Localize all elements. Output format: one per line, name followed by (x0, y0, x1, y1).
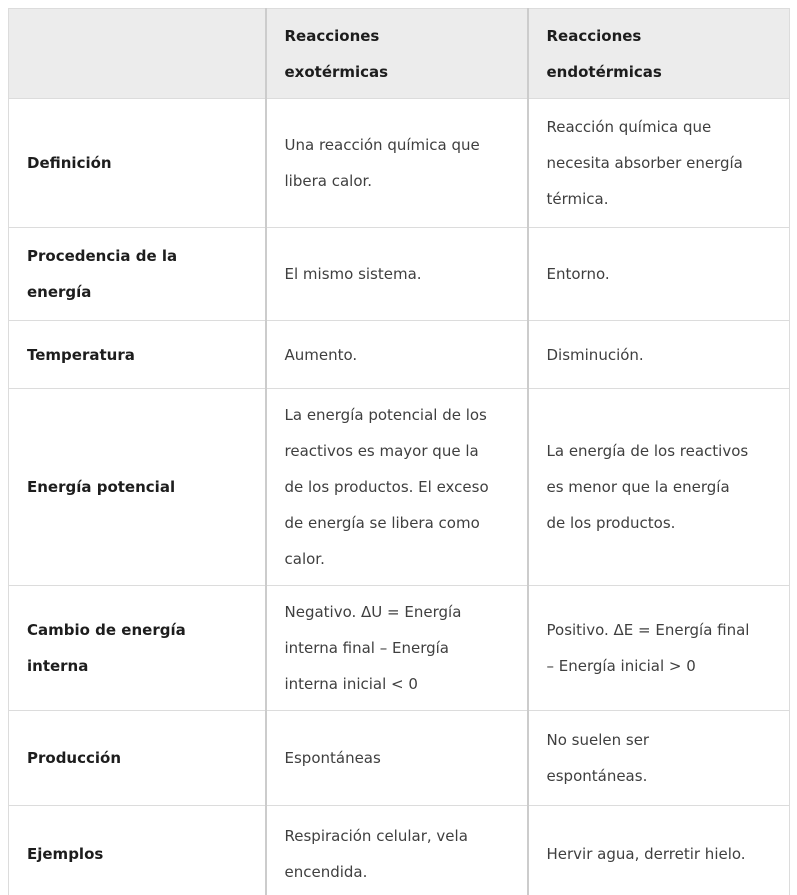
exo-cell: Aumento. (264, 320, 529, 389)
row-label: Ejemplos (27, 844, 104, 863)
table-row-temperatura: Temperatura Aumento. Disminución. (8, 320, 790, 389)
column-header-label: Reacciones exotérmicas (284, 26, 389, 81)
row-label-cell: Cambio de energía interna (8, 585, 267, 711)
exo-cell: La energía potencial de los reactivos es… (264, 388, 529, 586)
row-label-cell: Ejemplos (8, 805, 267, 895)
table-row-cambio-energia-interna: Cambio de energía interna Negativo. ΔU =… (8, 585, 790, 711)
row-label: Temperatura (27, 345, 135, 364)
table-row-definicion: Definición Una reacción química que libe… (8, 98, 790, 228)
cell-text: Hervir agua, derretir hielo. (546, 844, 746, 863)
row-label-cell: Energía potencial (8, 388, 267, 586)
corner-cell (8, 8, 267, 99)
row-label-cell: Temperatura (8, 320, 267, 389)
cell-text: Entorno. (546, 265, 610, 283)
endo-cell: No suelen ser espontáneas. (526, 710, 790, 806)
exo-cell: Respiración celular, vela encendida. (264, 805, 529, 895)
cell-text: Disminución. (546, 345, 644, 364)
cell-text: Positivo. ΔE = Energía final – Energía i… (546, 621, 750, 675)
exo-cell: Espontáneas (264, 710, 529, 806)
endo-cell: La energía de los reactivos es menor que… (526, 388, 790, 586)
cell-text: Espontáneas (284, 749, 381, 767)
cell-text: Negativo. ΔU = Energía interna final – E… (284, 603, 462, 693)
row-label: Definición (27, 154, 112, 172)
exo-cell: El mismo sistema. (264, 227, 529, 321)
cell-text: Aumento. (284, 345, 358, 364)
table-row-produccion: Producción Espontáneas No suelen ser esp… (8, 710, 790, 806)
row-label: Energía potencial (27, 478, 176, 496)
column-header-endotermicas: Reacciones endotérmicas (526, 8, 790, 99)
table-row-procedencia: Procedencia de la energía El mismo siste… (8, 227, 790, 321)
table-row-energia-potencial: Energía potencial La energía potencial d… (8, 388, 790, 586)
endo-cell: Disminución. (526, 320, 790, 389)
column-header-label: Reacciones endotérmicas (546, 26, 662, 81)
endo-cell: Positivo. ΔE = Energía final – Energía i… (526, 585, 790, 711)
header-row: Reacciones exotérmicas Reacciones endoté… (8, 8, 790, 99)
row-label-cell: Definición (8, 98, 267, 228)
exo-cell: Una reacción química que libera calor. (264, 98, 529, 228)
row-label: Procedencia de la energía (27, 247, 178, 301)
cell-text: Reacción química que necesita absorber e… (546, 118, 743, 208)
endo-cell: Entorno. (526, 227, 790, 321)
table-row-ejemplos: Ejemplos Respiración celular, vela encen… (8, 805, 790, 895)
endo-cell: Reacción química que necesita absorber e… (526, 98, 790, 228)
comparison-table: Reacciones exotérmicas Reacciones endoté… (8, 8, 790, 895)
cell-text: La energía potencial de los reactivos es… (284, 406, 489, 568)
row-label: Producción (27, 749, 122, 767)
exo-cell: Negativo. ΔU = Energía interna final – E… (264, 585, 529, 711)
row-label-cell: Procedencia de la energía (8, 227, 267, 321)
row-label-cell: Producción (8, 710, 267, 806)
cell-text: No suelen ser espontáneas. (546, 731, 650, 785)
endo-cell: Hervir agua, derretir hielo. (526, 805, 790, 895)
cell-text: Una reacción química que libera calor. (284, 136, 480, 190)
row-label: Cambio de energía interna (27, 621, 186, 675)
column-header-exotermicas: Reacciones exotérmicas (264, 8, 529, 99)
cell-text: El mismo sistema. (284, 265, 422, 283)
cell-text: La energía de los reactivos es menor que… (546, 442, 749, 532)
cell-text: Respiración celular, vela encendida. (284, 826, 468, 881)
